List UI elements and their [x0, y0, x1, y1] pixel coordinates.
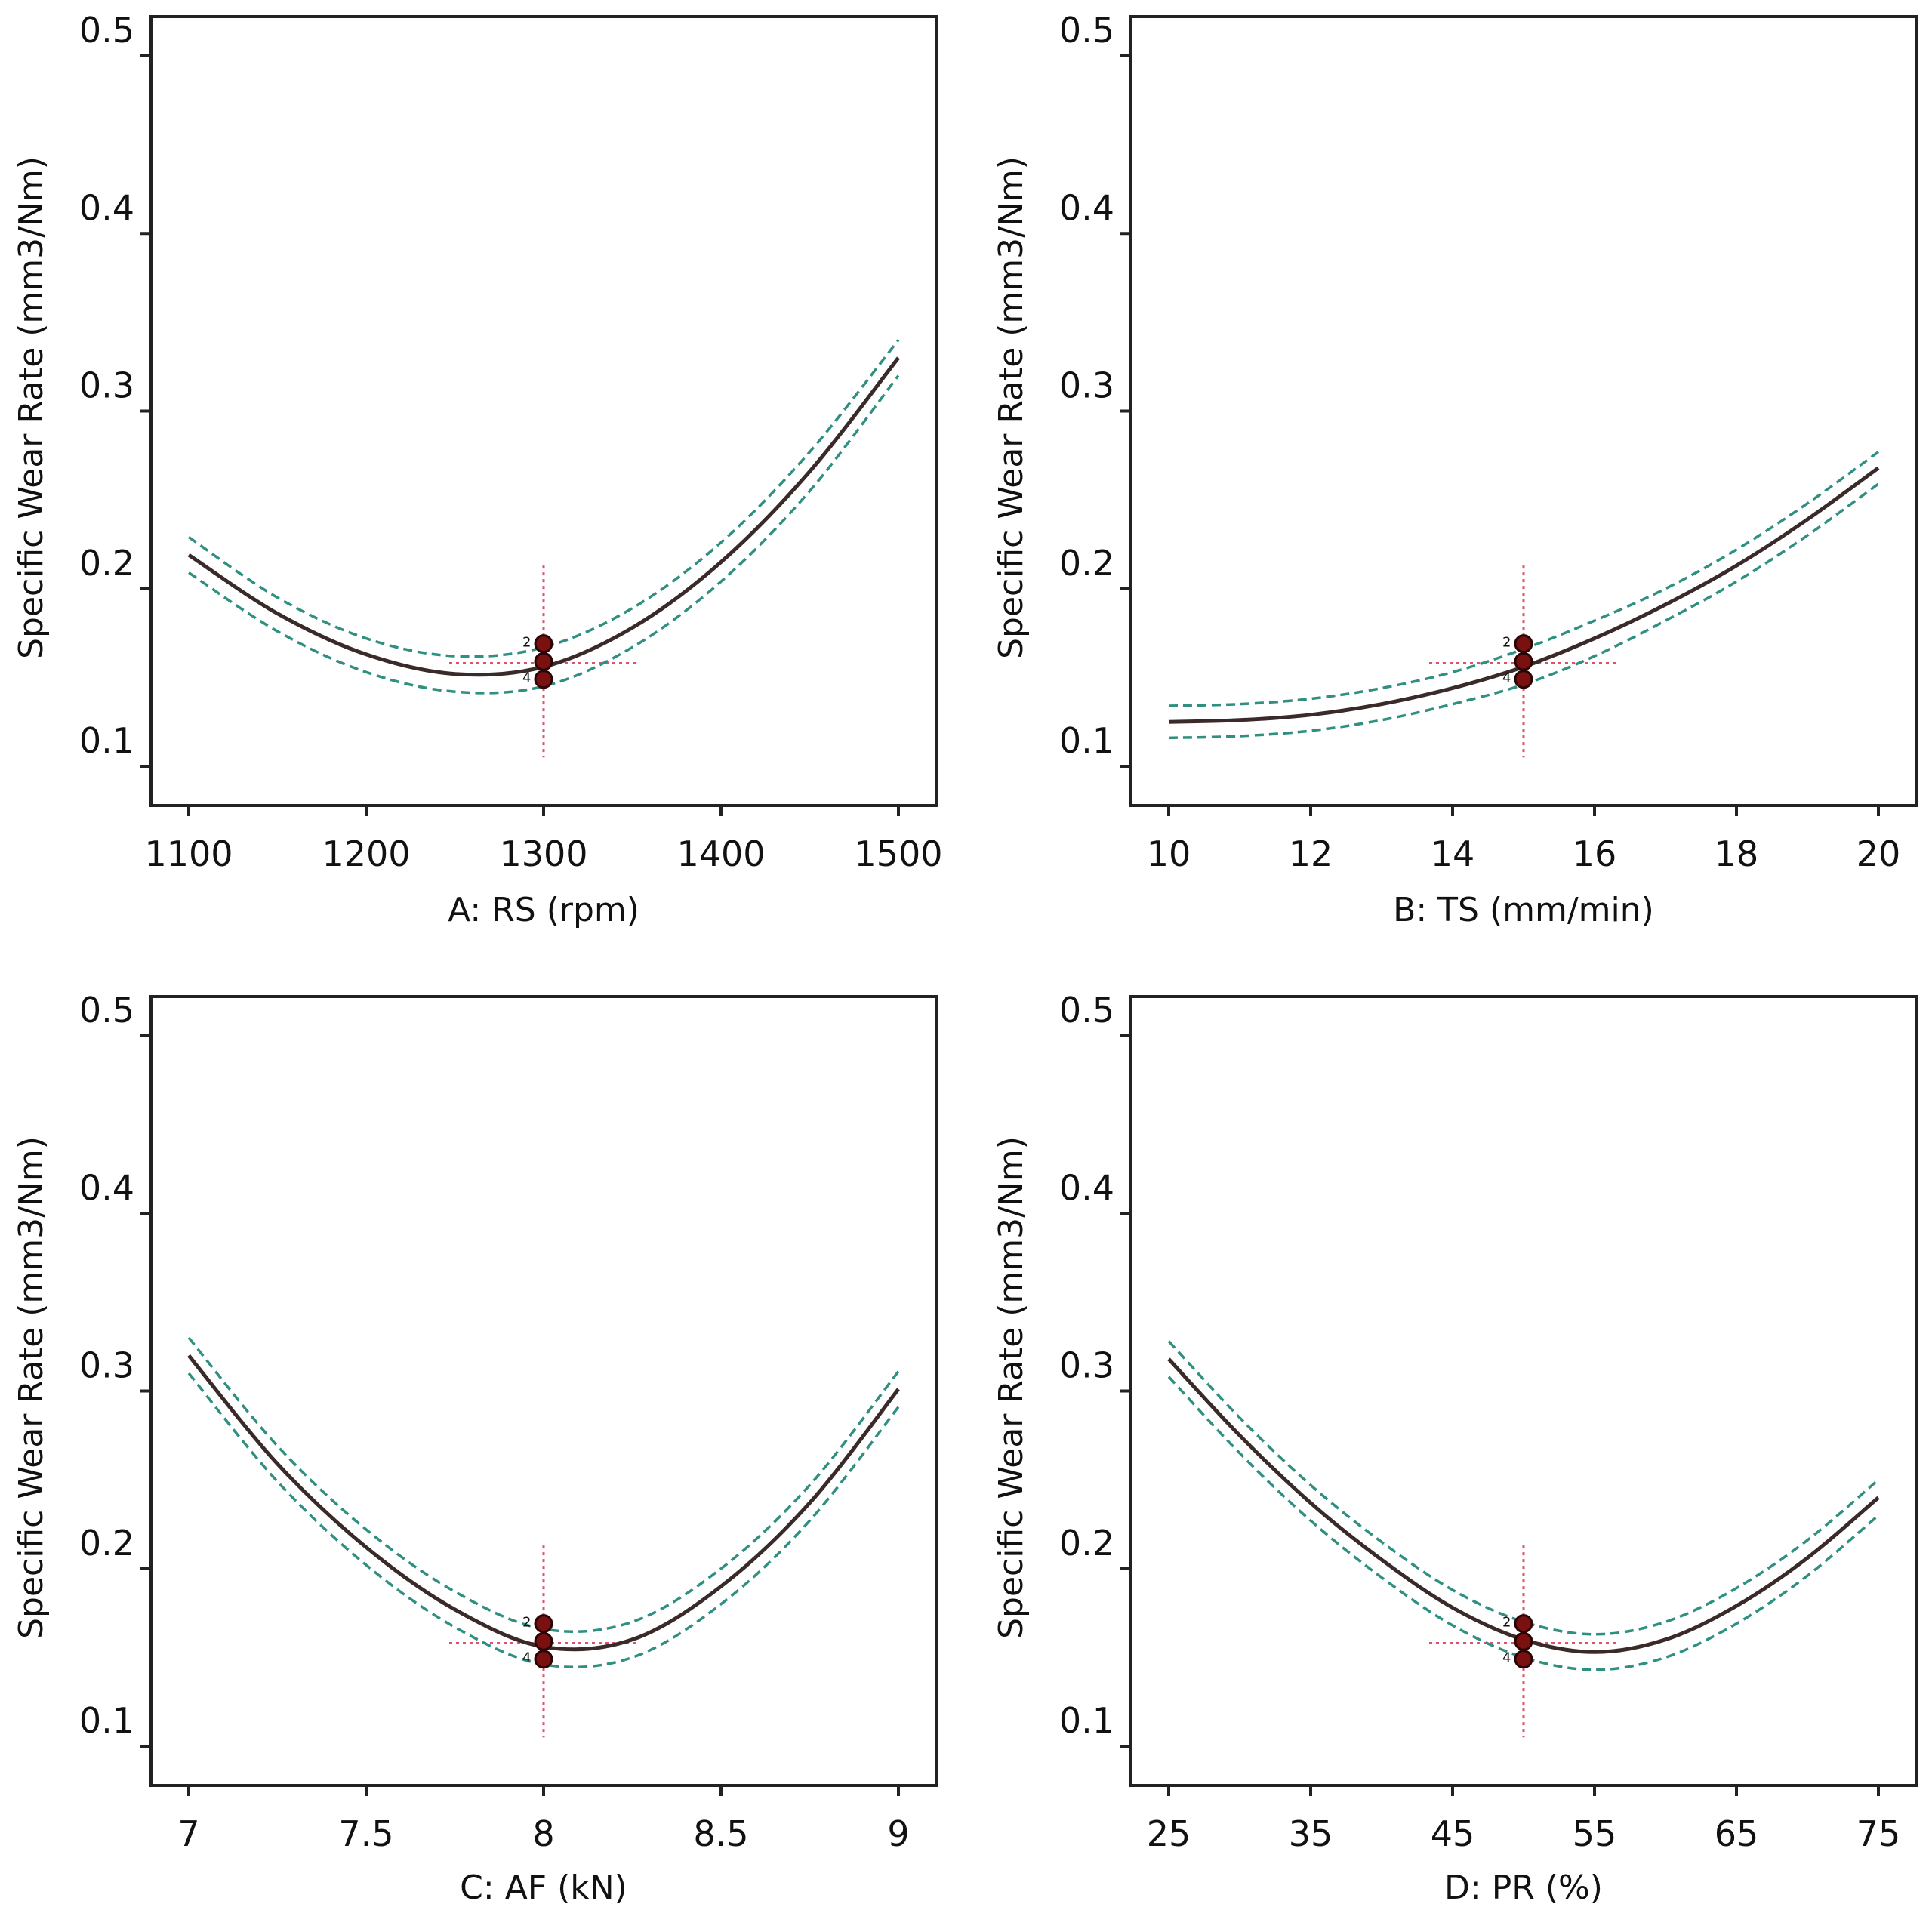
- x-axis-title: A: RS (rpm): [448, 891, 639, 929]
- design-point-count: 2: [1502, 635, 1511, 651]
- x-tick-label: 25: [1147, 1813, 1191, 1854]
- y-axis: 0.1 0.2 0.3 0.4 0.5: [1059, 990, 1131, 1748]
- y-tick-label: 0.3: [79, 1345, 134, 1386]
- design-point-count: 4: [522, 670, 531, 686]
- design-point-count: 4: [522, 1650, 531, 1666]
- design-points: 24: [1502, 1614, 1533, 1669]
- panel-d-pr: 0.10.20.30.40.5 25 35 45 55 65 75 24 D: PR (%…: [992, 990, 1918, 1907]
- design-point-count: 2: [522, 635, 531, 651]
- y-tick-label: 0.2: [1059, 1523, 1114, 1563]
- x-tick-label: 1400: [676, 833, 765, 874]
- y-axis: 0.1 0.2 0.3 0.4 0.5: [79, 10, 151, 768]
- x-tick-label: 1200: [322, 833, 410, 874]
- x-tick-label: 8: [532, 1813, 554, 1854]
- x-axis: 1100 1200 1300 1400 1500: [144, 806, 943, 874]
- x-tick-label: 7: [177, 1813, 199, 1854]
- y-axis-title: Specific Wear Rate (mm3/Nm): [12, 156, 51, 659]
- y-axis: 0.1 0.2 0.3 0.4 0.5: [79, 990, 151, 1748]
- x-tick-label: 9: [887, 1813, 909, 1854]
- design-points: 24: [522, 1614, 553, 1669]
- design-point-count: 2: [522, 1615, 531, 1631]
- y-tick-label: 0.4: [1059, 187, 1114, 228]
- x-tick-label: 7.5: [338, 1813, 393, 1854]
- y-axis-title: Specific Wear Rate (mm3/Nm): [992, 156, 1031, 659]
- y-tick-label: 0.1: [79, 1700, 134, 1741]
- design-point-count: 4: [1502, 670, 1511, 686]
- design-point: [1514, 670, 1533, 689]
- x-axis-title: B: TS (mm/min): [1393, 891, 1654, 929]
- y-tick-label: 0.1: [1059, 1700, 1114, 1741]
- design-point: [1514, 1650, 1533, 1669]
- x-tick-label: 8.5: [693, 1813, 748, 1854]
- y-tick-label: 0.2: [1059, 543, 1114, 584]
- design-point: [534, 634, 553, 654]
- series-group: [187, 339, 900, 695]
- panel-a-rs: 0.10.20.30.40.5 1100 1200 1300 1400 1500 24 …: [12, 10, 943, 929]
- design-point: [534, 1631, 553, 1651]
- x-axis-title: D: PR (%): [1444, 1868, 1603, 1907]
- y-tick-label: 0.3: [79, 365, 134, 406]
- y-tick-label: 0.5: [79, 990, 134, 1031]
- prediction-line: [1168, 466, 1880, 724]
- y-tick-label: 0.2: [79, 1523, 134, 1563]
- design-point: [1514, 652, 1533, 671]
- y-axis-title: Specific Wear Rate (mm3/Nm): [12, 1136, 51, 1639]
- design-point-count: 2: [1502, 1615, 1511, 1631]
- x-tick-label: 75: [1857, 1813, 1901, 1854]
- x-axis: 7 7.5 8 8.5 9: [177, 1785, 910, 1854]
- x-axis: 10 12 14 16 18 20: [1147, 806, 1901, 874]
- y-tick-label: 0.5: [1059, 10, 1114, 51]
- design-point: [534, 670, 553, 689]
- x-tick-label: 65: [1715, 1813, 1759, 1854]
- x-tick-label: 1100: [144, 833, 233, 874]
- design-points: 24: [1502, 634, 1533, 689]
- y-tick-label: 0.4: [1059, 1167, 1114, 1208]
- design-point: [1514, 1614, 1533, 1634]
- y-tick-label: 0.3: [1059, 1345, 1114, 1386]
- y-axis-title: Specific Wear Rate (mm3/Nm): [992, 1136, 1031, 1639]
- prediction-line: [187, 356, 900, 677]
- y-tick-label: 0.2: [79, 543, 134, 584]
- y-tick-label: 0.4: [79, 1167, 134, 1208]
- design-point: [534, 1650, 553, 1669]
- y-tick-label: 0.1: [79, 720, 134, 761]
- x-tick-label: 16: [1573, 833, 1617, 874]
- x-tick-label: 20: [1857, 833, 1901, 874]
- design-point: [1514, 634, 1533, 654]
- panel-b-ts: 0.10.20.30.40.5 10 12 14 16 18 20 24 B: TS (m…: [992, 10, 1918, 929]
- x-axis: 25 35 45 55 65 75: [1147, 1785, 1901, 1854]
- x-tick-label: 45: [1431, 1813, 1475, 1854]
- y-tick-label: 0.5: [79, 10, 134, 51]
- x-tick-label: 18: [1715, 833, 1759, 874]
- design-point-count: 4: [1502, 1650, 1511, 1666]
- x-tick-label: 1300: [499, 833, 587, 874]
- y-axis: 0.1 0.2 0.3 0.4 0.5: [1059, 10, 1131, 768]
- x-axis-title: C: AF (kN): [460, 1868, 627, 1907]
- design-point: [534, 1614, 553, 1634]
- series-group: [1168, 451, 1880, 740]
- y-tick-label: 0.1: [1059, 720, 1114, 761]
- design-point: [1514, 1631, 1533, 1651]
- y-tick-label: 0.3: [1059, 365, 1114, 406]
- x-tick-label: 10: [1147, 833, 1191, 874]
- x-tick-label: 55: [1573, 1813, 1617, 1854]
- x-tick-label: 14: [1431, 833, 1475, 874]
- y-tick-label: 0.4: [79, 187, 134, 228]
- x-tick-label: 12: [1289, 833, 1333, 874]
- design-points: 24: [522, 634, 553, 689]
- y-tick-label: 0.5: [1059, 990, 1114, 1031]
- x-tick-label: 1500: [854, 833, 942, 874]
- design-point: [534, 652, 553, 671]
- x-tick-label: 35: [1289, 1813, 1333, 1854]
- panel-c-af: 0.10.20.30.40.5 7 7.5 8 8.5 9 24 C: AF (kN) …: [12, 990, 938, 1907]
